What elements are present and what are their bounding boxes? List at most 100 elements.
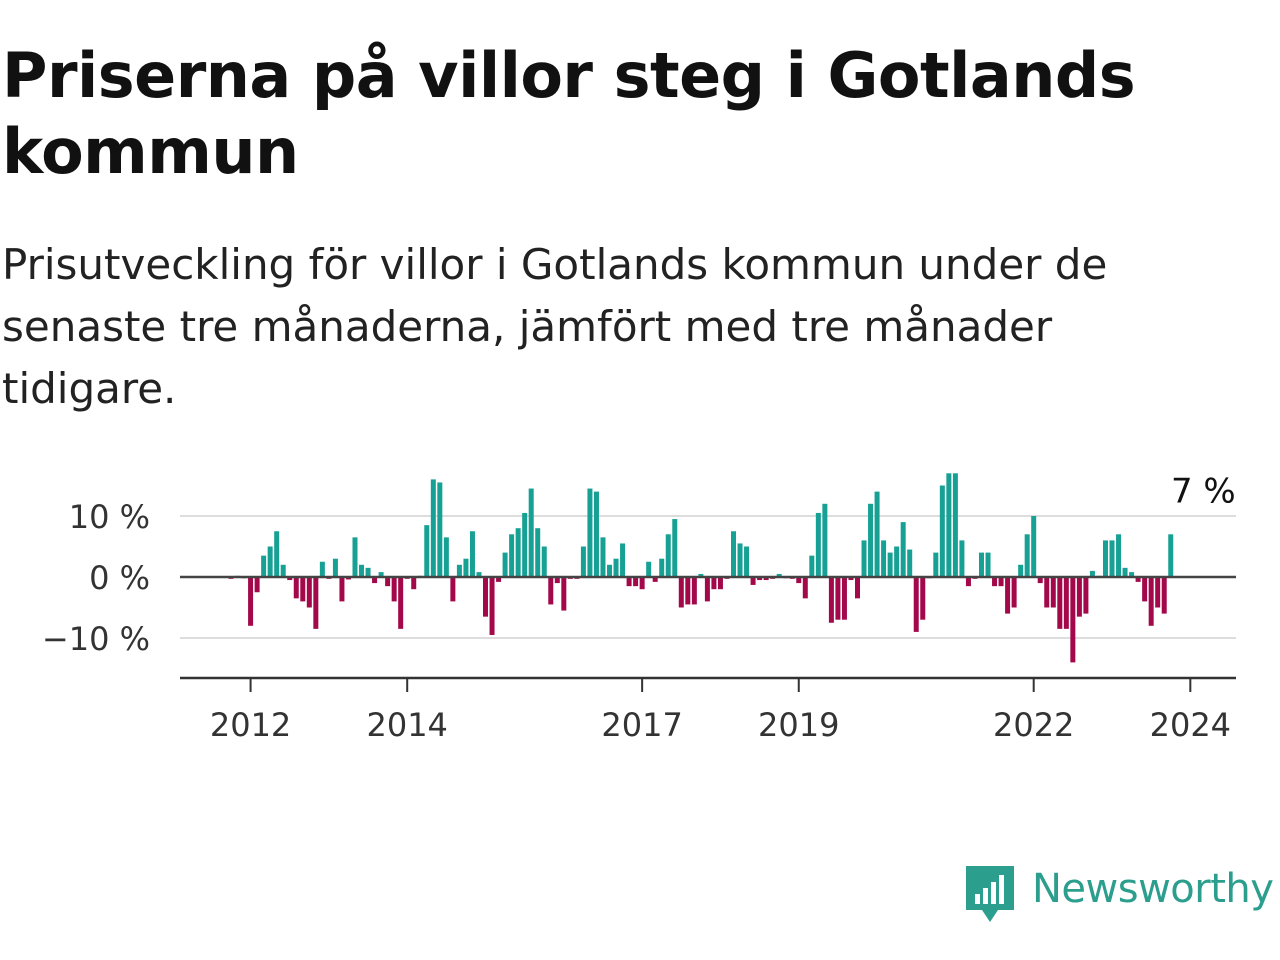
bar	[359, 564, 365, 577]
bar	[274, 531, 280, 577]
x-tick-label: 2014	[366, 706, 447, 744]
bar	[261, 555, 267, 577]
x-tick-label: 2019	[758, 706, 839, 744]
bar	[678, 577, 684, 608]
x-tick-label: 2012	[210, 706, 291, 744]
bar	[1031, 516, 1037, 577]
bar	[554, 577, 560, 584]
bar	[946, 473, 952, 577]
y-tick-label: 0 %	[89, 559, 150, 597]
bar	[496, 577, 502, 582]
brand-name: Newsworthy	[1032, 866, 1274, 912]
bar	[992, 577, 998, 587]
bar	[411, 577, 417, 590]
bar	[907, 549, 913, 577]
bar	[757, 577, 763, 581]
x-axis-ticks: 2012 2014 2017 2019 2022 2024	[210, 678, 1231, 744]
bar	[1037, 577, 1043, 584]
bar	[254, 577, 260, 593]
bar	[815, 512, 821, 577]
bar	[1076, 577, 1082, 617]
bar	[841, 577, 847, 620]
bar	[626, 577, 632, 587]
bar	[476, 572, 482, 577]
bar	[1116, 534, 1122, 577]
bar	[952, 473, 958, 577]
bar	[763, 577, 769, 581]
bar	[1011, 577, 1017, 608]
bar	[639, 577, 645, 590]
x-tick-label: 2017	[601, 706, 682, 744]
annotations: 7 %	[1168, 468, 1239, 514]
bar	[287, 577, 293, 581]
bar	[959, 540, 965, 577]
bar	[939, 485, 945, 577]
bar	[868, 503, 874, 577]
bar	[809, 555, 815, 577]
bar	[502, 552, 508, 577]
y-tick-label: −10 %	[42, 620, 150, 658]
bar	[1161, 577, 1167, 614]
bar	[1070, 577, 1076, 663]
bar	[659, 558, 665, 577]
x-tick-label: 2024	[1150, 706, 1231, 744]
bar	[691, 577, 697, 605]
bar	[717, 577, 723, 590]
bar	[365, 567, 371, 577]
bars	[228, 473, 1174, 663]
bar	[861, 540, 867, 577]
bar	[443, 537, 449, 577]
bar	[731, 531, 736, 577]
newsworthy-logo-icon	[966, 866, 1014, 922]
bar	[528, 488, 534, 577]
annotation-label: 7 %	[1171, 471, 1236, 511]
bar	[300, 577, 306, 602]
bar	[600, 537, 606, 577]
bar	[339, 577, 345, 602]
bar	[580, 546, 586, 577]
bar	[646, 561, 652, 577]
x-tick-label: 2022	[993, 706, 1074, 744]
bar	[463, 558, 469, 577]
bar	[633, 577, 639, 587]
bar	[704, 577, 710, 602]
bar	[1122, 567, 1128, 577]
bar	[894, 546, 900, 577]
bar	[424, 525, 430, 577]
bar	[293, 577, 299, 599]
bar	[587, 488, 593, 577]
bar	[469, 531, 475, 577]
bar	[489, 577, 495, 635]
bar	[900, 522, 906, 577]
bar	[1005, 577, 1011, 614]
bar	[306, 577, 312, 608]
bar-chart: 10 % 0 % −10 % 2012 2014 2017 2019 2022 2024 7 …	[42, 468, 1239, 744]
bar	[1109, 540, 1115, 577]
bar	[613, 558, 619, 577]
bar	[319, 561, 325, 577]
bar	[398, 577, 404, 629]
bar	[561, 577, 567, 611]
bar	[1142, 577, 1148, 602]
bar	[652, 577, 658, 582]
chart-subtitle: Prisutveckling för villor i Gotlands kom…	[2, 240, 1108, 413]
bar	[848, 577, 854, 581]
bar	[828, 577, 834, 623]
bar	[985, 552, 991, 577]
bar	[881, 540, 887, 577]
bar	[965, 577, 971, 587]
bar	[280, 564, 286, 577]
bar	[887, 552, 893, 577]
y-axis-labels: 10 % 0 % −10 %	[42, 498, 150, 658]
bar	[711, 577, 717, 590]
bar	[933, 552, 939, 577]
bar	[776, 573, 782, 577]
bar	[1083, 577, 1089, 614]
bar	[1168, 534, 1174, 577]
bar	[822, 503, 828, 577]
bar	[698, 573, 704, 577]
bar	[313, 577, 319, 629]
bar	[1024, 534, 1030, 577]
bar	[483, 577, 489, 617]
bar	[802, 577, 808, 599]
